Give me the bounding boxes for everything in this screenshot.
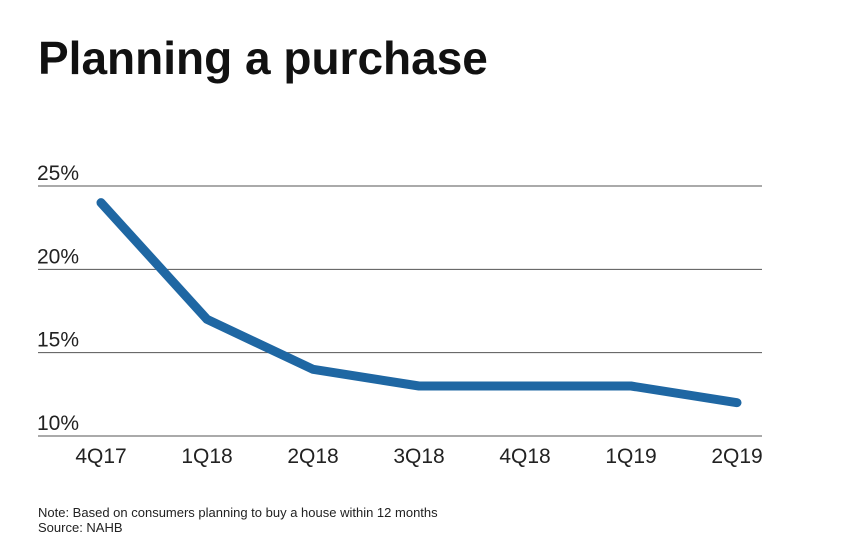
- x-tick-label: 4Q17: [75, 445, 126, 468]
- gridlines: [38, 185, 762, 437]
- line-chart: 25% 20% 15% 10% 4Q17 1Q18 2Q18 3Q18 4Q18 1Q19 2Q1…: [37, 162, 763, 468]
- x-tick-label: 4Q18: [499, 445, 550, 468]
- series-line: [96, 198, 742, 408]
- series-layer: [96, 198, 742, 408]
- y-tick-label: 20%: [37, 245, 79, 268]
- x-tick-label: 1Q19: [605, 445, 656, 468]
- y-tick-label: 15%: [37, 329, 79, 352]
- x-tick-label: 2Q18: [287, 445, 338, 468]
- chart-note: Note: Based on consumers planning to buy…: [38, 505, 438, 520]
- chart-title: Planning a purchase: [38, 32, 488, 84]
- x-tick-label: 2Q19: [711, 445, 762, 468]
- x-axis-ticks: 4Q17 1Q18 2Q18 3Q18 4Q18 1Q19 2Q19: [75, 445, 762, 468]
- x-tick-label: 3Q18: [393, 445, 444, 468]
- y-tick-label: 25%: [37, 162, 79, 185]
- y-tick-label: 10%: [37, 412, 79, 435]
- x-tick-label: 1Q18: [181, 445, 232, 468]
- y-axis-ticks: 25% 20% 15% 10%: [37, 162, 79, 435]
- chart-source: Source: NAHB: [38, 520, 123, 535]
